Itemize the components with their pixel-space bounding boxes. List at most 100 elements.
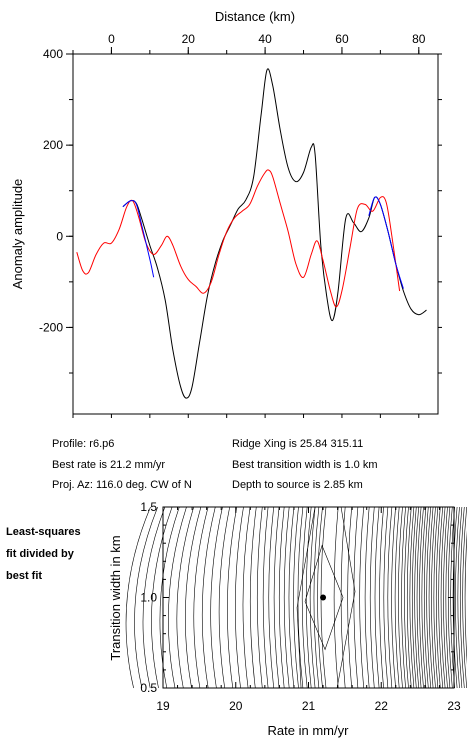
x-tick-label: 60 xyxy=(335,32,349,46)
contour-line xyxy=(353,506,359,689)
x-ticks: 0 20 40 60 80 xyxy=(72,32,426,418)
best-fit-marker xyxy=(320,594,327,601)
contour-line xyxy=(151,506,173,689)
contour-line xyxy=(168,506,187,689)
contour-y-title: Transition width in km xyxy=(108,535,123,660)
contour-line xyxy=(296,506,316,689)
contour-line xyxy=(433,506,439,689)
contour-line xyxy=(333,506,339,689)
contour-line xyxy=(416,506,422,689)
contour-line xyxy=(262,506,269,689)
contour-line xyxy=(414,506,419,689)
contour-line xyxy=(227,506,238,689)
contour-line xyxy=(387,506,393,689)
contour-line xyxy=(283,506,290,689)
contour-line xyxy=(431,506,436,689)
contour-line xyxy=(359,506,364,689)
contour-line xyxy=(242,506,251,689)
contour-line xyxy=(421,506,427,689)
contour-line xyxy=(218,506,230,689)
series-group xyxy=(76,68,427,399)
contour-line xyxy=(394,506,400,689)
contour-line xyxy=(426,506,431,689)
contour-line xyxy=(340,506,346,689)
contour-line xyxy=(249,506,257,689)
proj-az-label: Proj. Az: 116.0 deg. CW of N xyxy=(52,479,192,491)
contour-line xyxy=(409,506,415,689)
contour-line xyxy=(309,506,316,689)
contour-x-tick-label: 20 xyxy=(229,699,243,713)
contour-line xyxy=(462,506,467,689)
contour-line xyxy=(419,506,424,689)
contour-chart: 19 20 21 22 23 0.5 1.0 1.5 Rate in mm/yr Trans… xyxy=(108,500,467,738)
contour-line xyxy=(459,506,465,689)
contour-line xyxy=(398,506,403,689)
best-rate-label: Best rate is 21.2 mm/yr xyxy=(52,459,166,471)
x-tick-label: 40 xyxy=(258,32,272,46)
contour-line xyxy=(336,506,356,689)
side-note-line-2: fit divided by xyxy=(6,548,74,560)
contour-line xyxy=(374,506,380,689)
contour-line xyxy=(438,506,443,689)
contour-line xyxy=(347,506,352,689)
y-tick-label: 400 xyxy=(43,47,63,61)
y-tick-label: -200 xyxy=(39,320,63,334)
series-line-1 xyxy=(122,68,427,399)
contour-y-tick-label: 0.5 xyxy=(140,681,157,695)
profile-label: Profile: r6.p6 xyxy=(52,438,115,450)
contour-line xyxy=(423,506,429,689)
contour-x-ticks: 19 20 21 22 23 xyxy=(156,507,461,713)
contour-x-tick-label: 23 xyxy=(447,699,461,713)
ridge-xing-label: Ridge Xing is 25.84 315.11 xyxy=(232,438,364,450)
contour-line xyxy=(391,506,396,689)
contour-line xyxy=(404,506,409,689)
side-note-line-1: Least-squares xyxy=(6,526,81,538)
contour-line xyxy=(401,506,406,689)
contour-line xyxy=(457,506,463,689)
contour-x-tick-label: 21 xyxy=(302,699,316,713)
depth-label: Depth to source is 2.85 km xyxy=(232,479,363,491)
contour-line xyxy=(464,530,467,665)
contour-line xyxy=(142,506,166,689)
contour-line xyxy=(383,506,389,689)
x-axis-title: Distance (km) xyxy=(215,9,295,24)
contour-line xyxy=(369,506,375,689)
contour-line xyxy=(455,506,460,689)
contour-ring xyxy=(304,544,344,651)
contour-y-ticks: 0.5 1.0 1.5 xyxy=(140,500,454,695)
contour-line xyxy=(411,506,417,689)
contour-line xyxy=(293,506,299,689)
contour-y-tick-label: 1.5 xyxy=(140,500,157,514)
contour-line xyxy=(185,506,202,689)
contour-line xyxy=(193,506,209,689)
anomaly-chart: Distance (km) Anomaly amplitude 0 20 40 60 8… xyxy=(10,9,442,418)
plot-frame xyxy=(72,53,439,415)
contour-line xyxy=(435,506,441,689)
contour-line xyxy=(235,506,244,689)
contour-line xyxy=(201,506,216,689)
x-tick-label: 20 xyxy=(182,32,196,46)
series-line-3 xyxy=(122,200,155,278)
contour-line xyxy=(440,506,446,689)
y-axis-title: Anomaly amplitude xyxy=(10,179,25,290)
contour-x-tick-label: 19 xyxy=(156,699,170,713)
side-note-line-3: best fit xyxy=(6,570,43,582)
contour-line xyxy=(313,506,320,689)
y-tick-label: 0 xyxy=(56,229,63,243)
contour-y-tick-label: 1.0 xyxy=(140,591,157,605)
best-width-label: Best transition width is 1.0 km xyxy=(232,459,378,471)
contour-line xyxy=(297,506,304,689)
contour-line xyxy=(210,506,223,689)
x-tick-label: 0 xyxy=(108,32,115,46)
contour-line xyxy=(273,506,280,689)
contour-line xyxy=(317,506,323,689)
y-ticks: 400 200 0 -200 xyxy=(39,47,442,374)
y-tick-label: 200 xyxy=(43,138,63,152)
contour-line xyxy=(176,506,194,689)
contour-line xyxy=(364,506,370,689)
series-line-2 xyxy=(76,169,401,308)
contour-line xyxy=(134,506,158,689)
series-line-4 xyxy=(368,196,404,289)
contour-x-tick-label: 22 xyxy=(375,699,389,713)
